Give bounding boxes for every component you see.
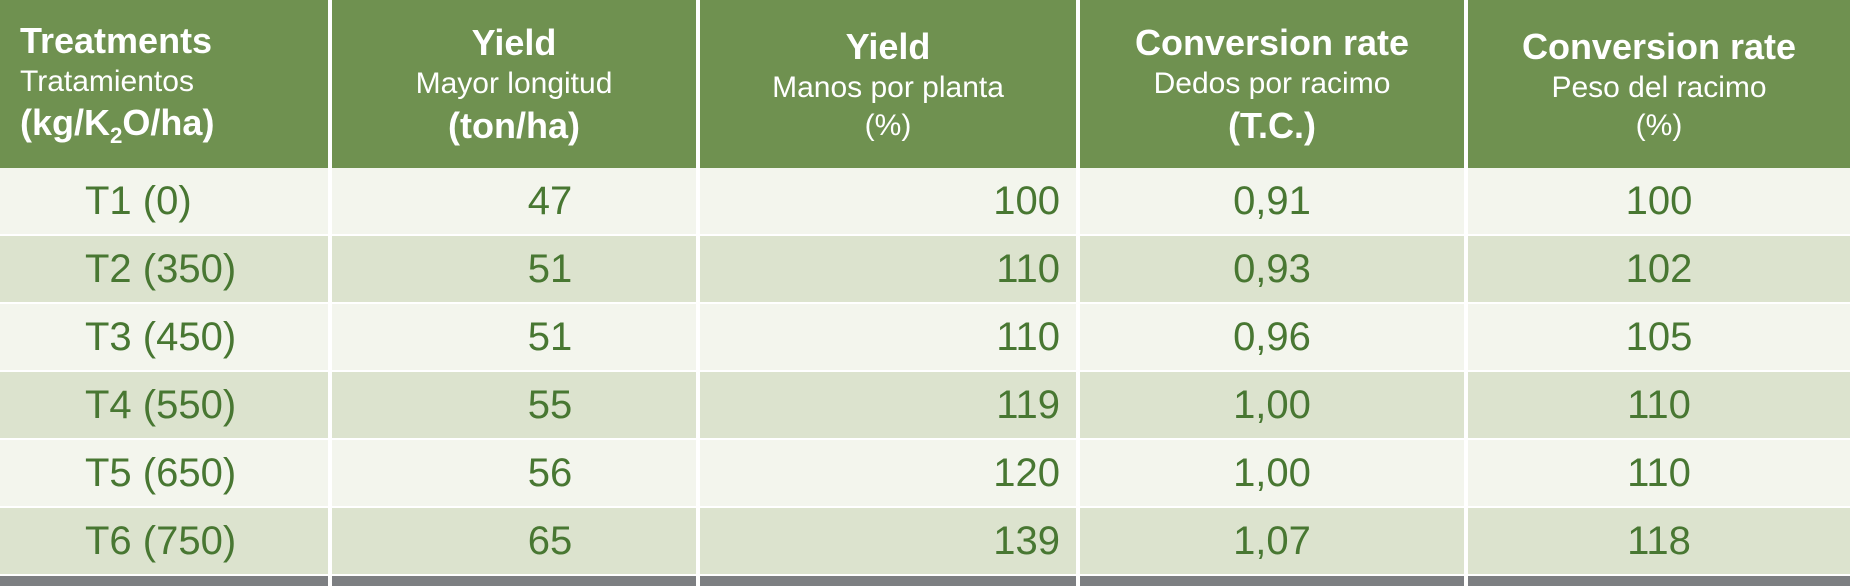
table-cell: 139 <box>700 508 1076 575</box>
table-cell: 119 <box>700 372 1076 439</box>
table-cell: 56 <box>332 440 696 507</box>
table-cell: 110 <box>1468 372 1850 439</box>
table-cell: 55 <box>332 372 696 439</box>
footer-bar-segment <box>1080 576 1464 586</box>
table-row-t4: T4 (550) 55 119 1,00 110 <box>0 372 1850 439</box>
table-body: T1 (0) 47 100 0,91 100 T2 (350) 51 110 0… <box>0 168 1850 575</box>
col-subtitle: Peso del racimo <box>1551 71 1767 105</box>
table-cell: T5 (650) <box>0 440 328 507</box>
table-cell: T3 (450) <box>0 304 328 371</box>
table-cell: T6 (750) <box>0 508 328 575</box>
footer-bar <box>0 576 1850 586</box>
col-subtitle: Manos por planta <box>772 71 1004 105</box>
table-cell: 1,00 <box>1080 372 1464 439</box>
col-subtitle: Mayor longitud <box>415 67 613 101</box>
header-cell-conversion-pct: Conversion rate Peso del racimo (%) <box>1468 0 1850 169</box>
table-cell: 100 <box>700 168 1076 235</box>
table-cell: 65 <box>332 508 696 575</box>
footer-bar-segment <box>332 576 696 586</box>
table-cell: 51 <box>332 236 696 303</box>
table-cell: 118 <box>1468 508 1850 575</box>
table-row-t3: T3 (450) 51 110 0,96 105 <box>0 304 1850 371</box>
table-cell: 110 <box>1468 440 1850 507</box>
col-title: Conversion rate <box>1521 26 1797 68</box>
header-cell-yield-tonha: Yield Mayor longitud (ton/ha) <box>332 0 696 169</box>
header-cell-conversion-tc: Conversion rate Dedos por racimo (T.C.) <box>1080 0 1464 169</box>
table-row-t2: T2 (350) 51 110 0,93 102 <box>0 236 1850 303</box>
footer-bar-segment <box>0 576 328 586</box>
table-cell: 0,91 <box>1080 168 1464 235</box>
col-unit: (kg/K2O/ha) <box>20 100 214 150</box>
col-subtitle: Tratamientos <box>20 64 194 98</box>
table-header: Treatments Tratamientos (kg/K2O/ha) Yiel… <box>0 0 1850 169</box>
table-row-t1: T1 (0) 47 100 0,91 100 <box>0 168 1850 235</box>
col-title: Yield <box>471 22 557 64</box>
col-unit: (ton/ha) <box>448 104 580 146</box>
table-cell: 1,00 <box>1080 440 1464 507</box>
table-row-t6: T6 (750) 65 139 1,07 118 <box>0 508 1850 575</box>
table-cell: 102 <box>1468 236 1850 303</box>
col-title: Treatments <box>20 19 213 61</box>
col-unit: (%) <box>1635 108 1683 142</box>
col-title: Yield <box>845 26 931 68</box>
table-cell: 0,93 <box>1080 236 1464 303</box>
header-cell-treatments: Treatments Tratamientos (kg/K2O/ha) <box>0 0 328 169</box>
col-subtitle: Dedos por racimo <box>1153 67 1391 101</box>
table-cell: 105 <box>1468 304 1850 371</box>
unit-pre: (kg/K <box>20 102 110 144</box>
unit-post: O/ha) <box>122 102 215 144</box>
table-cell: 47 <box>332 168 696 235</box>
table-cell: T2 (350) <box>0 236 328 303</box>
table-cell: 1,07 <box>1080 508 1464 575</box>
table-cell: 100 <box>1468 168 1850 235</box>
header-cell-yield-pct: Yield Manos por planta (%) <box>700 0 1076 169</box>
table-cell: 0,96 <box>1080 304 1464 371</box>
table-cell: 120 <box>700 440 1076 507</box>
table-cell: 110 <box>700 304 1076 371</box>
col-unit: (%) <box>864 108 912 142</box>
footer-bar-segment <box>1468 576 1850 586</box>
table-cell: 110 <box>700 236 1076 303</box>
table-row-t5: T5 (650) 56 120 1,00 110 <box>0 440 1850 507</box>
unit-subscript: 2 <box>110 123 123 149</box>
table-cell: T1 (0) <box>0 168 328 235</box>
col-unit: (T.C.) <box>1228 104 1316 146</box>
table-cell: 51 <box>332 304 696 371</box>
col-title: Conversion rate <box>1134 22 1410 64</box>
table-cell: T4 (550) <box>0 372 328 439</box>
footer-bar-segment <box>700 576 1076 586</box>
